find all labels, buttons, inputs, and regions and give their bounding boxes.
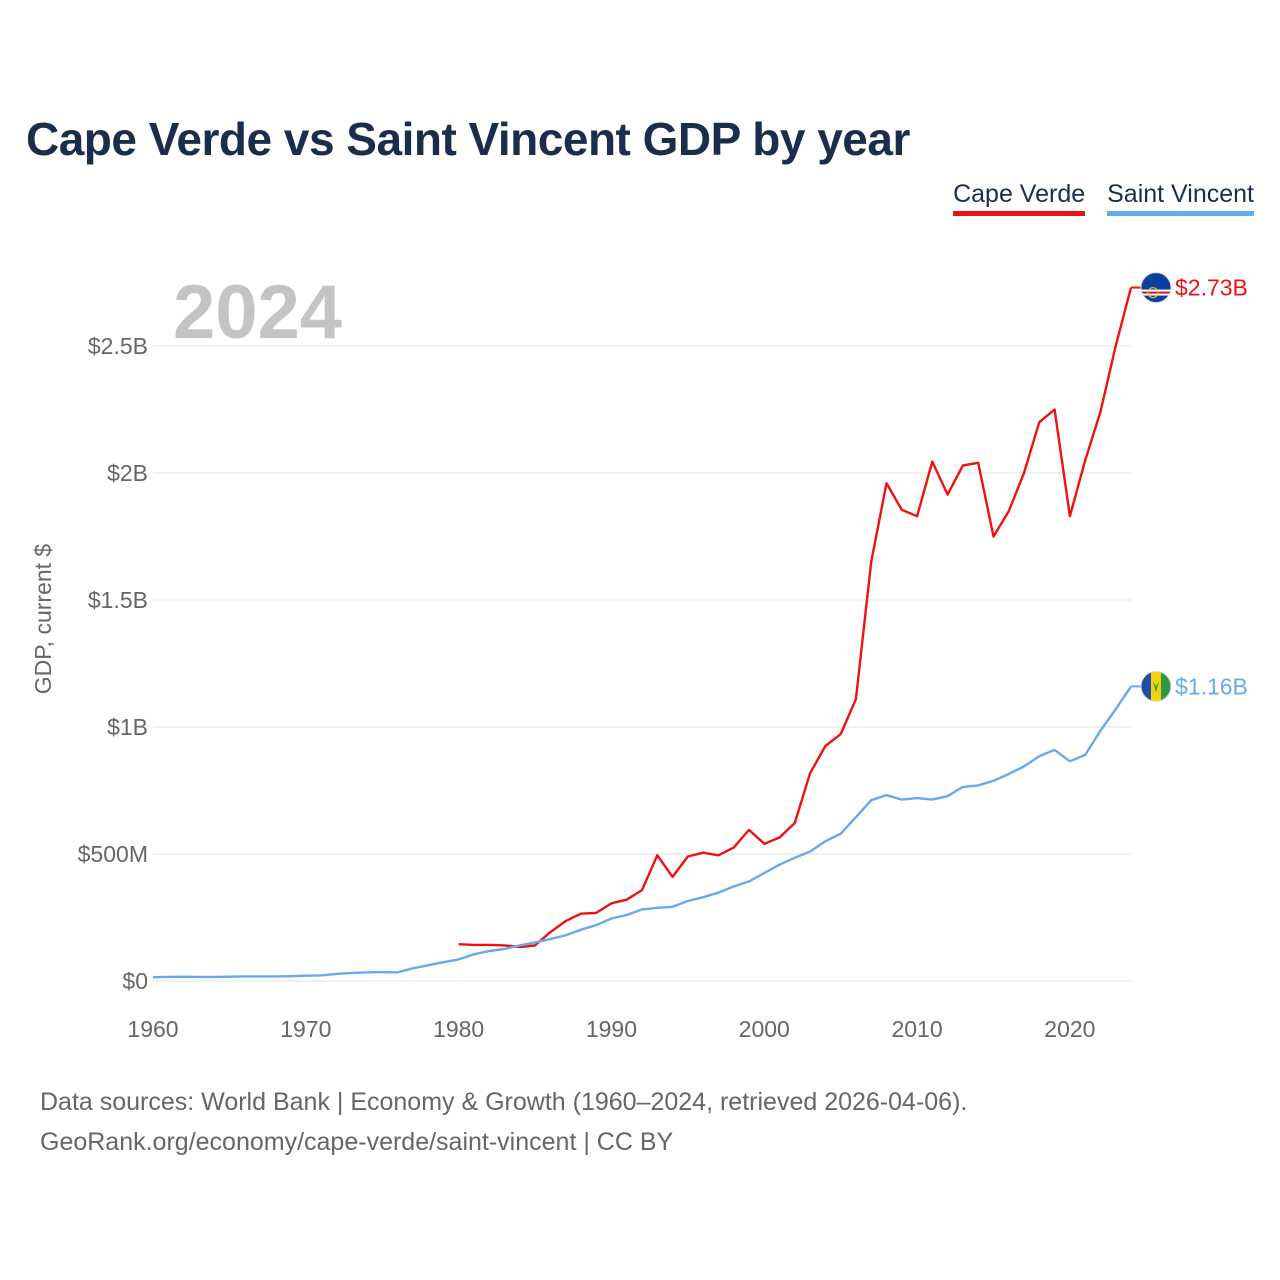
x-tick-label: 2000 — [739, 1016, 790, 1042]
saint-vincent-flag-icon — [1140, 670, 1172, 702]
series-line-saint-vincent — [152, 685, 1132, 979]
source-line-2: GeoRank.org/economy/cape-verde/saint-vin… — [40, 1128, 674, 1156]
legend-item-cape-verde[interactable]: Cape Verde — [953, 180, 1086, 216]
y-tick-label: $500M — [78, 841, 148, 867]
source-line-1: Data sources: World Bank | Economy & Gro… — [40, 1088, 968, 1116]
source-note: Data sources: World Bank | Economy & Gro… — [40, 1082, 967, 1162]
cape-verde-flag-icon — [1140, 272, 1172, 304]
y-tick-label: $2B — [107, 460, 148, 486]
x-tick-label: 2010 — [891, 1016, 942, 1042]
chart-title: Cape Verde vs Saint Vincent GDP by year — [26, 113, 910, 165]
legend-item-saint-vincent[interactable]: Saint Vincent — [1107, 180, 1254, 216]
year-label: 2024 — [173, 270, 342, 355]
x-tick-label: 2020 — [1044, 1016, 1095, 1042]
x-tick-label: 1990 — [586, 1016, 637, 1042]
y-tick-label: $0 — [122, 968, 148, 994]
x-tick-label: 1970 — [280, 1016, 331, 1042]
legend: Cape Verde Saint Vincent — [953, 180, 1254, 216]
x-tick-label: 1960 — [127, 1016, 178, 1042]
y-tick-label: $1.5B — [88, 587, 148, 613]
end-value-label-cape-verde: $2.73B — [1175, 275, 1248, 301]
series-line-cape-verde — [458, 287, 1133, 949]
y-axis-title: GDP, current $ — [30, 544, 56, 695]
x-tick-label: 1980 — [433, 1016, 484, 1042]
end-value-label-saint-vincent: $1.16B — [1175, 673, 1248, 699]
y-tick-label: $1B — [107, 714, 148, 740]
y-tick-label: $2.5B — [88, 333, 148, 359]
